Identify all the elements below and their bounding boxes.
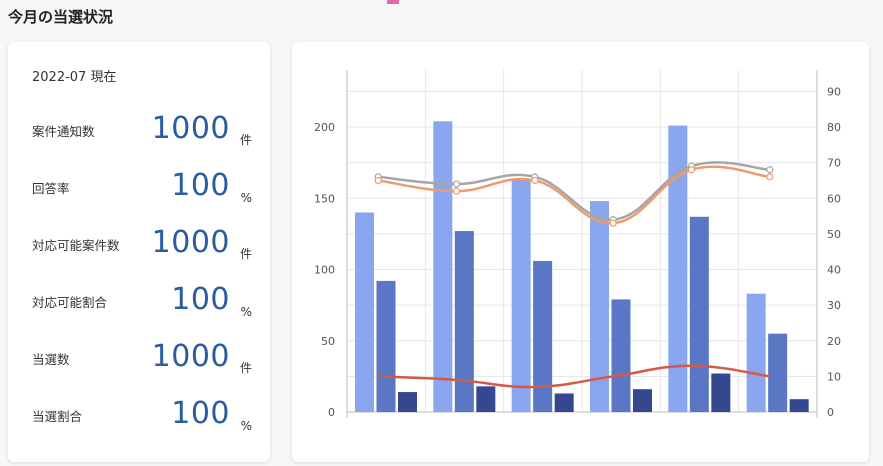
stat-label: 当選割合	[32, 409, 83, 424]
stat-value: 1000	[151, 111, 230, 146]
right-tick-label: 50	[827, 228, 841, 241]
stat-value: 1000	[151, 339, 230, 374]
stat-label: 対応可能案件数	[32, 238, 120, 253]
bar	[454, 231, 474, 412]
right-tick-label: 0	[827, 406, 834, 419]
stat-value: 100	[171, 396, 230, 431]
stat-unit: 件	[239, 247, 252, 261]
right-tick-label: 20	[827, 335, 841, 348]
left-tick-label: 200	[314, 121, 335, 134]
line-point	[766, 173, 774, 181]
line-point	[531, 176, 539, 185]
bar	[476, 386, 496, 412]
bar	[746, 293, 766, 412]
bar	[433, 121, 453, 413]
stat-value: 1000	[151, 225, 230, 260]
stat-label: 回答率	[32, 181, 70, 196]
stat-value: 100	[171, 282, 230, 317]
bar	[376, 280, 396, 412]
bar	[398, 392, 417, 412]
stat-unit: 件	[239, 133, 252, 147]
line-series	[378, 364, 771, 389]
bar	[554, 393, 574, 412]
stat-response-rate: 回答率 100 %	[32, 165, 252, 205]
stat-available-cases: 対応可能案件数 1000 件	[32, 222, 252, 262]
stat-value: 100	[171, 168, 230, 203]
right-tick-label: 60	[827, 192, 841, 205]
combo-chart: 0 50 100 150 200 0 10 20 30 40 50 60 70 80 90	[314, 70, 841, 419]
stat-label: 対応可能割合	[32, 295, 108, 310]
stat-label: 当選数	[32, 352, 70, 367]
line-point	[452, 187, 461, 195]
stat-win-ratio: 当選割合 100 %	[32, 393, 252, 433]
right-tick-label: 90	[827, 85, 841, 98]
bar	[511, 179, 531, 412]
right-tick-label: 80	[827, 121, 841, 134]
left-tick-label: 150	[314, 192, 335, 205]
bar	[668, 125, 688, 412]
line-point	[766, 166, 774, 174]
stat-unit: %	[240, 305, 252, 319]
stat-unit: %	[240, 419, 252, 433]
right-tick-label: 30	[827, 299, 841, 312]
stat-wins: 当選数 1000 件	[32, 336, 252, 376]
line-point	[687, 166, 696, 174]
left-tick-label: 100	[314, 264, 335, 277]
stat-unit: 件	[239, 361, 252, 375]
summary-card: 2022-07 現在 案件通知数 1000 件 回答率 100 % 対応可能案件…	[8, 42, 270, 462]
right-tick-label: 10	[827, 370, 841, 383]
line-point	[374, 176, 382, 185]
stat-label: 案件通知数	[32, 124, 95, 139]
top-accent-mark	[387, 0, 399, 4]
page-title: 今月の当選状況	[8, 8, 114, 26]
stat-unit: %	[240, 191, 252, 205]
bar	[633, 389, 652, 412]
as-of-date: 2022-07 現在	[32, 70, 117, 85]
stat-available-ratio: 対応可能割合 100 %	[32, 279, 252, 319]
chart-card: 0 50 100 150 200 0 10 20 30 40 50 60 70 80 90	[292, 42, 869, 462]
left-tick-label: 0	[328, 406, 335, 419]
bar	[789, 399, 809, 412]
bar	[533, 260, 553, 412]
bar	[611, 299, 631, 412]
bar	[355, 212, 374, 412]
bar	[711, 373, 731, 412]
left-tick-label: 50	[321, 335, 335, 348]
line-point	[452, 180, 461, 188]
bar	[768, 333, 788, 412]
bar	[590, 201, 609, 412]
right-tick-label: 40	[827, 264, 841, 277]
stat-notifications: 案件通知数 1000 件	[32, 108, 252, 148]
right-tick-label: 70	[827, 157, 841, 170]
bar	[689, 216, 709, 412]
line-point	[609, 219, 617, 227]
